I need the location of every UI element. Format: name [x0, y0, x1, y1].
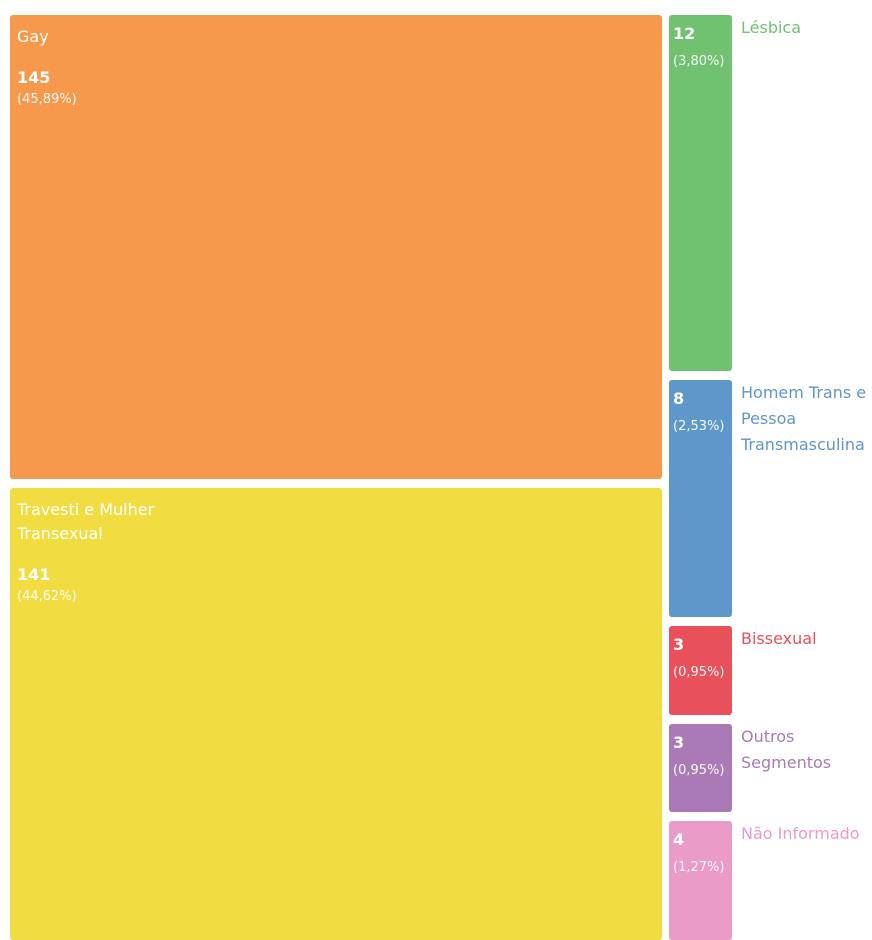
percentage-label: (0,95%) — [673, 664, 725, 680]
tile-label: Gay — [17, 27, 49, 46]
tile: 3 (0,95%) — [669, 723, 732, 813]
percentage-label: (45,89%) — [17, 92, 77, 107]
tile: 3 (0,95%) — [669, 625, 732, 715]
tile: Travesti e Mulher Transexual 141 (44,62%) — [10, 488, 662, 940]
tile-label: Outros Segmentos — [741, 726, 832, 772]
tile-label: Bissexual — [741, 628, 817, 648]
value-label: 145 — [17, 68, 51, 87]
tile-label: Não Informado — [741, 824, 860, 844]
tile: 4 (1,27%) — [669, 821, 732, 940]
tile: 8 (2,53%) — [669, 379, 732, 617]
value-label: 3 — [673, 732, 685, 752]
value-label: 4 — [673, 830, 685, 850]
value-label: 141 — [17, 565, 51, 585]
value-label: 12 — [673, 24, 696, 43]
percentage-label: (1,27%) — [673, 860, 725, 876]
tile-label: Lésbica — [741, 18, 802, 37]
value-label: 8 — [673, 388, 685, 408]
percentage-label: (0,95%) — [673, 762, 725, 778]
percentage-label: (2,53%) — [673, 418, 725, 434]
value-label: 3 — [673, 634, 685, 654]
percentage-label: (44,62%) — [17, 589, 77, 605]
tile: 12 (3,80%) — [669, 15, 732, 371]
tile-label: Travesti e Mulher Transexual — [17, 500, 155, 544]
percentage-label: (3,80%) — [673, 54, 725, 69]
tile-label: Homem Trans e Pessoa Transmasculina — [741, 382, 867, 454]
page: Gay 145 (45,89%) Travesti e Mulher Transexu… — [10, 15, 867, 940]
tile: Gay 145 (45,89%) — [10, 15, 662, 480]
